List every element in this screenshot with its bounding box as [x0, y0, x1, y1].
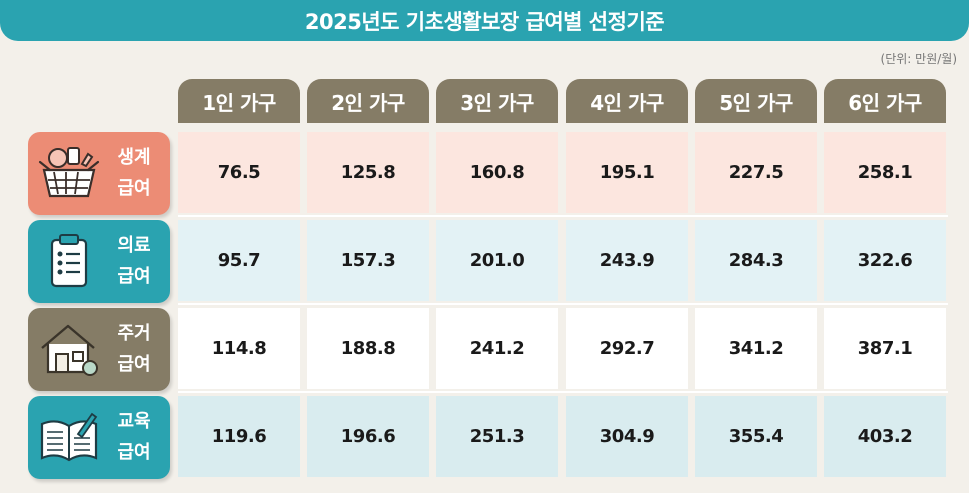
- row-label-line-1: 교육: [117, 411, 151, 432]
- table-cell-education-2: 196.6: [307, 396, 429, 477]
- title-bar: 2025년도 기초생활보장 급여별 선정기준: [0, 0, 969, 41]
- table-cell-medical-3: 201.0: [436, 220, 558, 301]
- table-cell-medical-6: 322.6: [824, 220, 946, 301]
- row-label-line-2: 급여: [117, 266, 151, 287]
- table-cell-housing-2: 188.8: [307, 308, 429, 389]
- column-header-6: 6인 가구: [824, 79, 946, 123]
- table-cell-housing-5: 341.2: [695, 308, 817, 389]
- column-header-3: 3인 가구: [436, 79, 558, 123]
- table-cell-education-5: 355.4: [695, 396, 817, 477]
- table-cell-medical-2: 157.3: [307, 220, 429, 301]
- table-cell-livelihood-4: 195.1: [566, 132, 688, 213]
- row-label-line-1: 의료: [117, 235, 151, 256]
- table-cell-livelihood-5: 227.5: [695, 132, 817, 213]
- row-label-line-1: 주거: [117, 323, 151, 344]
- table-cell-housing-6: 387.1: [824, 308, 946, 389]
- column-header-1: 1인 가구: [178, 79, 300, 123]
- row-label-line-2: 급여: [117, 178, 151, 199]
- page-title: 2025년도 기초생활보장 급여별 선정기준: [304, 9, 665, 34]
- table-cell-education-4: 304.9: [566, 396, 688, 477]
- row-divider: [178, 391, 948, 393]
- table-cell-livelihood-3: 160.8: [436, 132, 558, 213]
- table-cell-medical-4: 243.9: [566, 220, 688, 301]
- table-cell-medical-1: 95.7: [178, 220, 300, 301]
- row-label-line-1: 생계: [117, 147, 151, 168]
- table-cell-education-6: 403.2: [824, 396, 946, 477]
- unit-label: (단위: 만원/월): [880, 52, 957, 66]
- row-divider: [178, 215, 948, 217]
- row-label-line-2: 급여: [117, 442, 151, 463]
- row-label-line-2: 급여: [117, 354, 151, 375]
- table-cell-housing-1: 114.8: [178, 308, 300, 389]
- table-cell-education-3: 251.3: [436, 396, 558, 477]
- column-header-2: 2인 가구: [307, 79, 429, 123]
- table-cell-housing-3: 241.2: [436, 308, 558, 389]
- table-cell-education-1: 119.6: [178, 396, 300, 477]
- table-cell-livelihood-2: 125.8: [307, 132, 429, 213]
- table-cell-livelihood-6: 258.1: [824, 132, 946, 213]
- row-divider: [178, 303, 948, 305]
- column-header-5: 5인 가구: [695, 79, 817, 123]
- table-cell-housing-4: 292.7: [566, 308, 688, 389]
- table-cell-medical-5: 284.3: [695, 220, 817, 301]
- table-cell-livelihood-1: 76.5: [178, 132, 300, 213]
- column-header-4: 4인 가구: [566, 79, 688, 123]
